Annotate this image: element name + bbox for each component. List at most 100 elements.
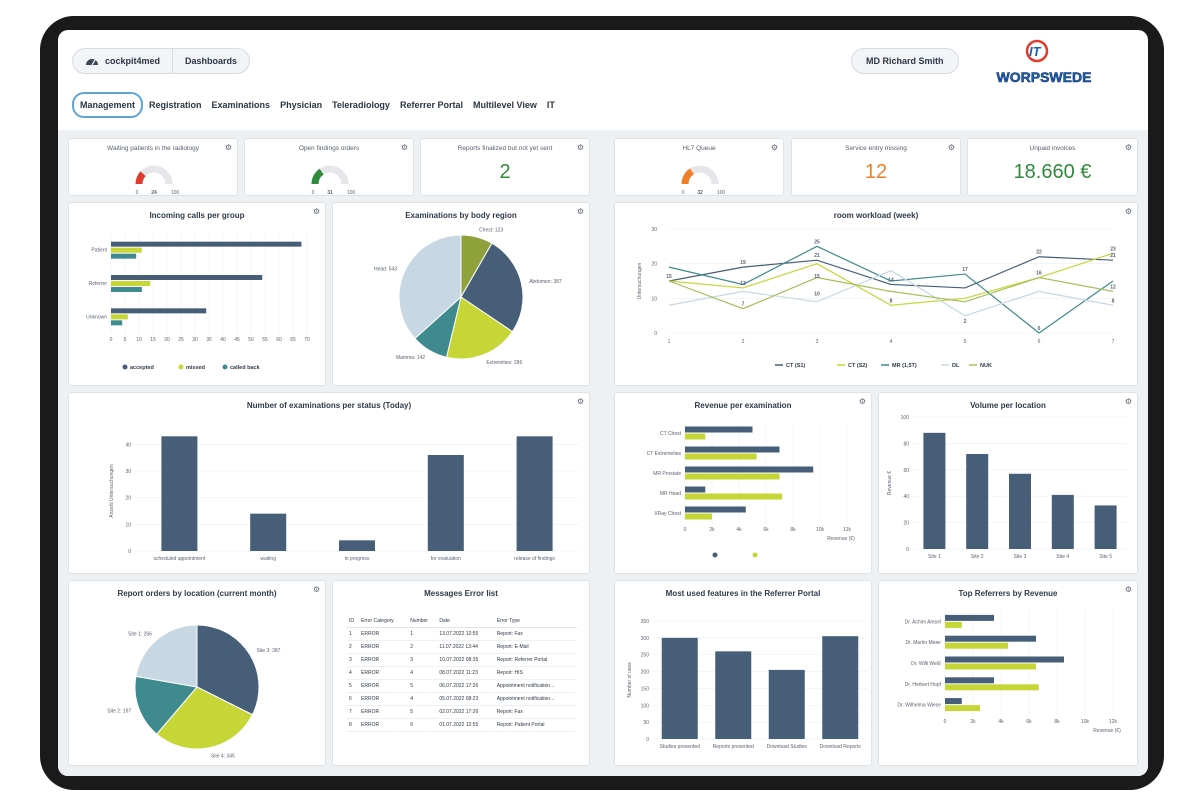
table-row[interactable]: 1 ERROR 1 13.07.2022 12:55 Report: Fax xyxy=(347,627,577,641)
y-axis-label: Revenue € xyxy=(887,471,893,495)
gauge-value: 31 xyxy=(327,190,333,196)
tab-teleradiology[interactable]: Teleradiology xyxy=(332,100,390,110)
pie-label: Head: 543 xyxy=(374,267,397,273)
column-header[interactable]: Error Category xyxy=(359,615,409,628)
table-row[interactable]: 5 ERROR 5 06.07.2022 17:26 Appointment notif… xyxy=(347,679,577,693)
gear-icon[interactable]: ⚙ xyxy=(224,143,232,152)
gear-icon[interactable]: ⚙ xyxy=(576,397,584,406)
table-cell: ERROR xyxy=(359,718,409,732)
gauge-max: 100 xyxy=(171,190,180,196)
app-home-button[interactable]: cockpit4med xyxy=(73,49,172,73)
x-tick-label: 10 xyxy=(136,337,142,343)
incoming-calls-chart: 0 5 10 15 20 25 30 35 40 45 50 55 60 65 70 Patient Refer… xyxy=(86,233,310,371)
table-cell: 5 xyxy=(347,679,360,693)
gauge-value: 24 xyxy=(151,190,157,196)
body-region-chart: Chest: 123 Abdomen: 387 Extremities: 286 Ma… xyxy=(374,227,562,366)
report-orders-chart: Site 3: 387 Site 4: 345 Site 2: 197 Site 1:… xyxy=(107,624,281,760)
tab-physician[interactable]: Physician xyxy=(280,100,323,110)
y-category-label: XRay Chest xyxy=(654,511,681,517)
table-row[interactable]: 3 ERROR 3 10.07.2022 08:35 Report: Referrer … xyxy=(347,653,577,667)
x-tick-label: 60 xyxy=(276,337,282,343)
card-revenue-exam: Revenue per examination ⚙ 0 2k 4k 6k 8k 10k 12… xyxy=(614,392,872,574)
column-header[interactable]: Number xyxy=(408,615,438,628)
gear-icon[interactable]: ⚙ xyxy=(770,143,778,152)
y-tick-label: 0 xyxy=(906,547,909,553)
x-category-label: release of findings xyxy=(514,556,555,562)
tab-multilevel-view[interactable]: Multilevel View xyxy=(472,100,537,110)
user-menu-button[interactable]: MD Richard Smith xyxy=(851,48,959,74)
gear-icon[interactable]: ⚙ xyxy=(1124,207,1132,216)
table-cell: 7 xyxy=(347,705,360,719)
tab-referrer-portal[interactable]: Referrer Portal xyxy=(399,100,463,110)
card-title: Messages Error list xyxy=(424,589,498,598)
gear-icon[interactable]: ⚙ xyxy=(312,207,320,216)
error-table: ID Error Category Number Date Error Type 1 ER… xyxy=(347,615,577,732)
column-header[interactable]: ID xyxy=(347,615,360,628)
table-row[interactable]: 8 ERROR 6 01.07.2022 12:55 Report: Patient P… xyxy=(347,718,577,732)
kpi-title: Reports finalized but not yet sent xyxy=(457,145,553,152)
bar xyxy=(111,247,142,253)
table-cell: Report: Fax xyxy=(494,705,577,719)
data-label: 0 xyxy=(1038,326,1041,332)
bar xyxy=(685,513,712,520)
bar xyxy=(111,314,128,320)
dashboards-button[interactable]: Dashboards xyxy=(172,49,249,73)
bar xyxy=(516,436,553,551)
bar xyxy=(685,486,706,493)
card-body-region: Examinations by body region ⚙ Chest: 123… xyxy=(332,202,590,386)
column-header[interactable]: Date xyxy=(437,615,495,628)
gauge-value: 32 xyxy=(697,190,703,196)
data-label: 7 xyxy=(742,302,745,308)
gear-icon[interactable]: ⚙ xyxy=(947,143,955,152)
gear-icon[interactable]: ⚙ xyxy=(1124,143,1132,152)
bar xyxy=(945,684,1039,691)
y-category-label: Dr. Willi Weiß xyxy=(911,661,941,667)
tab-examinations[interactable]: Examinations xyxy=(211,100,271,110)
gear-icon[interactable]: ⚙ xyxy=(312,585,320,594)
bar xyxy=(768,669,805,739)
x-category-label: Site 5 xyxy=(1099,554,1112,560)
data-label: 10 xyxy=(814,291,820,297)
gauge-waiting: 0 24 100 xyxy=(135,165,180,196)
table-cell: 01.07.2022 12:55 xyxy=(437,718,495,732)
table-cell: 4 xyxy=(347,666,360,680)
gear-icon[interactable]: ⚙ xyxy=(858,397,866,406)
y-tick-label: 100 xyxy=(901,415,910,421)
y-axis-label: Untersuchungen xyxy=(637,262,643,299)
tab-registration[interactable]: Registration xyxy=(149,100,202,110)
bar xyxy=(945,705,980,712)
x-tick-label: 15 xyxy=(150,337,156,343)
bar xyxy=(111,275,263,280)
table-row[interactable]: 2 ERROR 2 11.07.2022 13:44 Report: E-Mail xyxy=(347,640,577,654)
gear-icon[interactable]: ⚙ xyxy=(576,143,584,152)
kpi-unpaid-invoices: Unpaid invoices ⚙ 18.660 € xyxy=(967,138,1138,196)
column-header[interactable]: Error Type xyxy=(494,615,577,628)
y-tick-label: 20 xyxy=(903,521,909,527)
tab-management[interactable]: Management xyxy=(72,92,144,118)
gear-icon[interactable]: ⚙ xyxy=(400,143,408,152)
bar xyxy=(161,436,198,551)
series-line xyxy=(668,245,1114,334)
table-cell: 6 xyxy=(347,692,360,706)
y-tick-label: 10 xyxy=(125,522,131,528)
bar xyxy=(945,614,994,621)
pie-slice xyxy=(196,624,260,716)
y-tick-label: 0 xyxy=(128,549,131,555)
legend-label: accepted xyxy=(130,365,154,371)
gear-icon[interactable]: ⚙ xyxy=(1124,397,1132,406)
x-tick-label: 6k xyxy=(763,527,769,533)
dashboard-area: Waiting patients in the radiology ⚙ 0 24 1… xyxy=(58,130,1148,776)
table-row[interactable]: 7 ERROR 5 02.07.2022 17:26 Report: Fax xyxy=(347,705,577,719)
table-cell: 4 xyxy=(408,666,438,680)
legend-dot xyxy=(222,364,228,370)
table-row[interactable]: 6 ERROR 4 05.07.2022 08:23 Appointment notif… xyxy=(347,692,577,706)
card-title: Report orders by location (current month… xyxy=(117,589,277,598)
tab-it[interactable]: IT xyxy=(546,100,555,110)
gear-icon[interactable]: ⚙ xyxy=(1124,585,1132,594)
table-row[interactable]: 4 ERROR 4 08.07.2022 11:23 Report: HIS xyxy=(347,666,577,680)
gear-icon[interactable]: ⚙ xyxy=(576,207,584,216)
bar xyxy=(1094,505,1117,549)
data-label: 8 xyxy=(1112,298,1115,304)
y-axis-label: Number of uses xyxy=(627,662,633,698)
bar xyxy=(111,241,302,247)
